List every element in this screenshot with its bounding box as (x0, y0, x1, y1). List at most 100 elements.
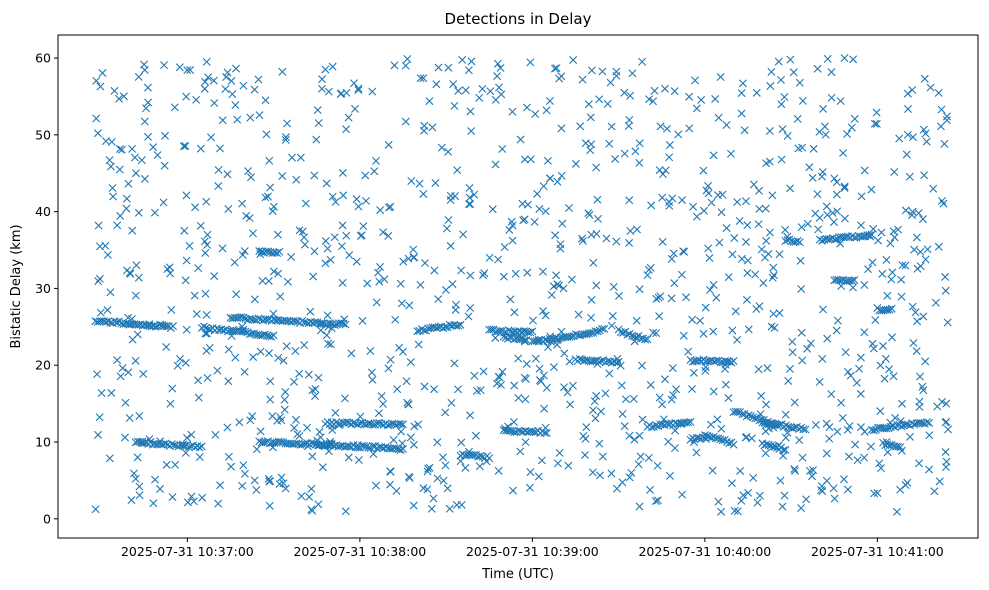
detection-point-1680 (620, 88, 629, 97)
detection-point-1330 (844, 452, 853, 461)
detection-point-827 (942, 399, 951, 408)
detection-point-1338 (233, 115, 242, 124)
detection-point-1062 (265, 156, 274, 165)
detection-point-1308 (709, 327, 718, 336)
detection-point-1609 (833, 207, 842, 216)
detection-point-644 (569, 56, 578, 65)
detection-point-973 (716, 73, 725, 82)
detection-point-1579 (354, 456, 363, 465)
detection-point-1237 (830, 494, 839, 503)
detection-point-1112 (864, 265, 873, 274)
detection-point-1198 (638, 415, 647, 424)
detection-point-1159 (465, 183, 474, 192)
detection-point-1297 (887, 275, 896, 284)
detection-point-729 (131, 169, 140, 178)
detection-point-1618 (290, 423, 299, 432)
detection-point-1292 (539, 307, 548, 316)
detection-point-1332 (635, 431, 644, 440)
detection-point-1602 (541, 311, 550, 320)
detection-point-1752 (268, 443, 277, 452)
detection-point-1305 (587, 295, 596, 304)
detection-point-429 (627, 331, 636, 340)
detection-point-152 (260, 330, 269, 339)
detection-point-1405 (430, 266, 439, 275)
detection-point-673 (520, 155, 529, 164)
detection-point-1440 (897, 275, 906, 284)
detection-point-245 (349, 418, 358, 427)
detection-point-407 (582, 356, 591, 365)
detection-point-1606 (321, 65, 330, 74)
detection-point-1170 (828, 208, 837, 217)
detection-point-1115 (216, 144, 225, 153)
detection-point-1166 (538, 267, 547, 276)
detection-point-1206 (856, 353, 865, 362)
detection-point-606 (884, 424, 893, 433)
detection-point-213 (360, 441, 369, 450)
detection-point-457 (686, 417, 695, 426)
detection-point-1601 (496, 63, 505, 72)
detection-point-1540 (521, 374, 530, 383)
detection-point-597 (850, 276, 859, 285)
detection-point-555 (781, 237, 790, 246)
detection-point-1749 (934, 88, 943, 97)
detection-point-1093 (358, 316, 367, 325)
detection-point-705 (227, 331, 236, 340)
detection-point-1473 (338, 168, 347, 177)
detection-point-1100 (118, 364, 127, 373)
detection-point-1763 (797, 504, 806, 513)
detection-point-935 (903, 105, 912, 114)
detection-point-792 (180, 226, 189, 235)
detection-point-1177 (936, 122, 945, 131)
detection-point-1369 (369, 450, 378, 458)
detection-point-832 (115, 165, 124, 174)
detection-point-1748 (342, 231, 351, 240)
detection-point-1127 (187, 430, 196, 439)
detection-point-1365 (901, 261, 910, 270)
detection-point-1415 (305, 492, 314, 501)
detection-point-1022 (437, 143, 446, 152)
detection-point-896 (402, 377, 411, 386)
detection-point-1144 (204, 73, 213, 82)
detection-point-919 (832, 190, 841, 199)
detection-point-1284 (898, 261, 907, 270)
detection-point-1395 (95, 413, 104, 422)
detection-point-30 (156, 320, 165, 329)
detection-point-530 (775, 420, 784, 429)
detection-point-1175 (264, 277, 273, 286)
detection-point-922 (860, 281, 869, 289)
detection-point-1066 (898, 399, 907, 408)
detection-point-1216 (510, 381, 519, 390)
detection-point-1225 (618, 478, 627, 487)
detection-point-1317 (280, 395, 289, 404)
detection-point-1597 (786, 55, 795, 64)
detection-point-1672 (889, 372, 898, 381)
detection-point-1221 (449, 80, 458, 89)
detection-point-1545 (281, 484, 290, 493)
detection-point-798 (396, 279, 405, 288)
detection-point-1077 (500, 243, 509, 252)
detection-point-1788 (635, 158, 644, 167)
detection-point-1464 (818, 354, 827, 363)
detection-point-1719 (176, 354, 185, 363)
detection-point-1430 (529, 316, 537, 325)
detection-point-1199 (633, 225, 642, 234)
detection-point-1483 (708, 466, 717, 475)
detection-point-55 (170, 440, 179, 449)
detection-point-982 (273, 230, 282, 239)
detection-point-995 (712, 293, 721, 302)
detection-point-345 (520, 336, 529, 345)
detection-point-155 (267, 332, 276, 341)
detection-point-1546 (590, 397, 599, 406)
detection-point-707 (351, 104, 360, 113)
detection-point-354 (514, 426, 523, 435)
detection-point-672 (565, 357, 574, 366)
detection-point-1445 (439, 476, 448, 485)
detection-point-1776 (224, 345, 233, 354)
detection-point-1407 (914, 209, 923, 218)
detection-point-1412 (811, 209, 820, 218)
detection-point-1716 (443, 484, 452, 493)
detection-point-714 (754, 365, 763, 374)
detection-point-939 (558, 219, 567, 228)
detection-point-1006 (142, 104, 150, 113)
detection-point-655 (256, 427, 265, 436)
